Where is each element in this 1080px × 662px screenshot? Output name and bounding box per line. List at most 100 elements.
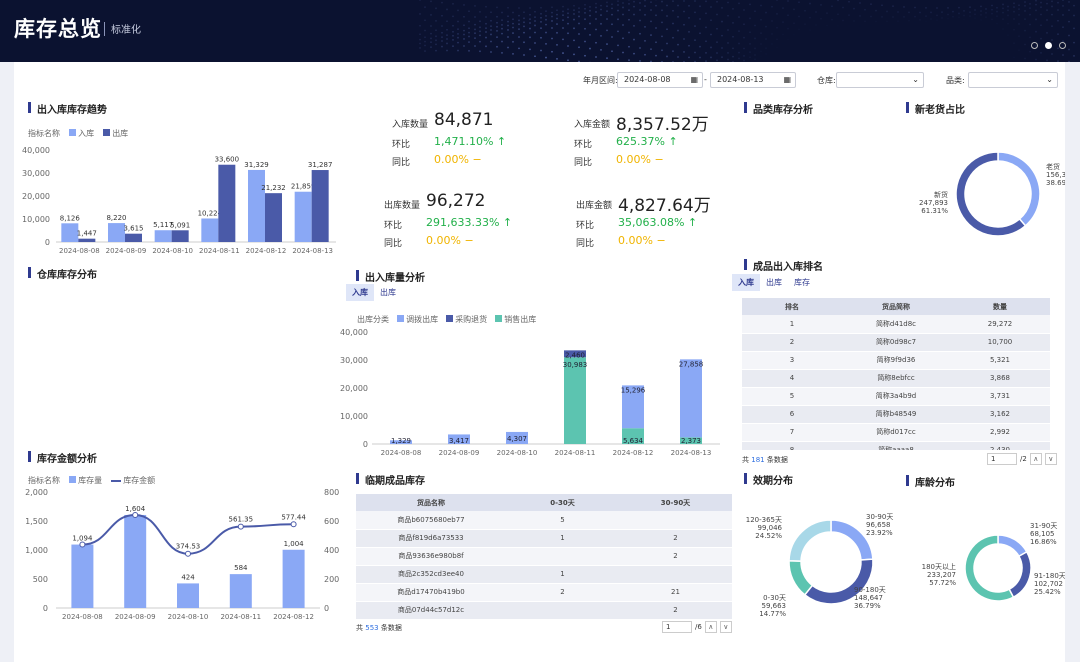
table-cell: 21 [619, 583, 732, 602]
data-label: 424 [181, 573, 195, 581]
x-tick-label: 2024-08-11 [220, 613, 261, 621]
page-input[interactable]: 1 [987, 453, 1017, 465]
table-row[interactable]: 5 简称3a4b9d 3,731 [742, 387, 1050, 406]
data-label: 5,117 [153, 221, 173, 229]
table-header[interactable]: 货品名称 [356, 494, 506, 511]
bar [218, 164, 236, 242]
next-page-button[interactable]: ∨ [1044, 453, 1057, 465]
table-cell: 5 [742, 387, 842, 406]
date-end-input[interactable]: 2024-08-13 ▦ [710, 72, 796, 88]
tab-inbound[interactable]: 入库 [346, 284, 374, 301]
slice-label: 老货 [1046, 162, 1060, 171]
kpi-hb-value: 1,471.10% ↑ [434, 135, 507, 148]
tab-rank-in[interactable]: 入库 [732, 274, 760, 291]
line-point [79, 541, 86, 548]
bar [108, 223, 125, 242]
prev-page-button[interactable]: ∧ [704, 621, 717, 633]
chevron-down-icon: ⌄ [1046, 75, 1053, 84]
category-select[interactable]: ⌄ [968, 72, 1058, 88]
tab-rank-out[interactable]: 出库 [766, 278, 782, 287]
table-row[interactable]: 商品f819d6a73533 1 2 [356, 529, 732, 548]
table-cell: 简称9f9d36 [842, 351, 950, 370]
table-row[interactable]: 8 简称aaaa8 2,430 [742, 441, 1050, 450]
table-cell: 商品f819d6a73533 [356, 529, 506, 548]
amount-legend: 指标名称 库存量 库存金额 [28, 476, 156, 485]
y-tick-label: 10,000 [22, 215, 50, 224]
table-header[interactable]: 排名 [742, 298, 842, 315]
x-tick-label: 2024-08-08 [62, 613, 103, 621]
slice-label: 38.69% [1046, 179, 1065, 187]
prev-page-button[interactable]: ∧ [1029, 453, 1042, 465]
slice-label: 新货 [934, 190, 948, 199]
bar-segment [680, 437, 702, 444]
carousel-dots[interactable] [1031, 42, 1066, 49]
table-cell: 3,162 [950, 405, 1050, 424]
data-label: 1,604 [125, 505, 146, 513]
table-cell: 简称b48549 [842, 405, 950, 424]
table-row[interactable]: 商品b6075680eb77 5 [356, 511, 732, 530]
warehouse-select[interactable]: ⌄ [836, 72, 924, 88]
table-row[interactable]: 商品07d44c57d12c 2 [356, 601, 732, 620]
data-label: 31,329 [244, 161, 269, 169]
amount-chart: 2,000 1,500 1,000 500 0 800 600 400 200 0 2024-08-… [25, 488, 339, 621]
line-label: 561.35 [229, 516, 254, 524]
table-cell: 8 [742, 441, 842, 450]
inout-legend: 出库分类 调拨出库 采购退货 销售出库 [357, 315, 537, 324]
donut-slice [955, 151, 1027, 237]
bar-segment [564, 357, 586, 444]
table-row[interactable]: 7 简称d017cc 2,992 [742, 423, 1050, 442]
line-point [185, 550, 191, 557]
slice-label: 31-90天 [1030, 522, 1057, 530]
carousel-dot-active[interactable] [1045, 42, 1052, 49]
slice-label: 156,321 [1046, 171, 1065, 179]
y2-tick-label: 800 [324, 488, 339, 497]
section-title-category-stock: 品类库存分析 [744, 101, 813, 116]
slice-label: 247,893 [919, 199, 948, 207]
table-cell: 2,992 [950, 423, 1050, 442]
table-cell: 10,700 [950, 333, 1050, 352]
table-cell: 7 [742, 423, 842, 442]
bar [177, 583, 199, 608]
y-tick-label: 1,000 [25, 546, 48, 555]
data-label: 27,858 [679, 360, 704, 368]
x-tick-label: 2024-08-12 [613, 449, 654, 457]
table-row[interactable]: 1 简称d41d8c 29,272 [742, 315, 1050, 334]
table-cell: 1 [506, 529, 619, 548]
bar [125, 233, 142, 242]
table-header[interactable]: 数量 [950, 298, 1050, 315]
table-header[interactable]: 货品简称 [842, 298, 950, 315]
page-subtitle: 标准化 [111, 25, 141, 36]
table-row[interactable]: 2 简称0d98c7 10,700 [742, 333, 1050, 352]
wave-decoration [419, 0, 1075, 62]
tab-outbound[interactable]: 出库 [380, 288, 396, 297]
slice-label: 61.31% [921, 207, 948, 215]
table-row[interactable]: 商品d17470b419b0 2 21 [356, 583, 732, 602]
slice-label: 24.52% [755, 532, 782, 540]
kpi-tb-value: 0.00% − [434, 153, 482, 166]
section-title-inout: 出入库量分析 [356, 269, 425, 284]
data-label: 8,220 [106, 214, 126, 222]
y-tick-label: 20,000 [22, 192, 50, 201]
tab-rank-stock[interactable]: 库存 [794, 278, 810, 287]
table-row[interactable]: 商品2c352cd3ee40 1 [356, 565, 732, 584]
next-page-button[interactable]: ∨ [719, 621, 732, 633]
table-cell: 简称8ebfcc [842, 369, 950, 388]
date-start-input[interactable]: 2024-08-08 ▦ [617, 72, 703, 88]
carousel-dot[interactable] [1031, 42, 1038, 49]
bar-segment [448, 434, 470, 444]
table-row[interactable]: 商品93636e980b8f 2 [356, 547, 732, 566]
trend-chart: 40,000 30,000 20,000 10,000 0 2024-08-08 8,126… [22, 146, 336, 255]
carousel-dot[interactable] [1059, 42, 1066, 49]
line-label: 374.53 [176, 543, 201, 551]
y2-tick-label: 600 [324, 517, 339, 526]
slice-label: 68,105 [1030, 530, 1055, 538]
bar [294, 191, 312, 242]
table-row[interactable]: 3 简称9f9d36 5,321 [742, 351, 1050, 370]
table-row[interactable]: 6 简称b48549 3,162 [742, 405, 1050, 424]
page-input[interactable]: 1 [662, 621, 692, 633]
section-title-expiry: 临期成品库存 [356, 472, 425, 487]
table-header[interactable]: 30-90天 [619, 494, 732, 511]
table-header[interactable]: 0-30天 [506, 494, 619, 511]
table-row[interactable]: 4 简称8ebfcc 3,868 [742, 369, 1050, 388]
